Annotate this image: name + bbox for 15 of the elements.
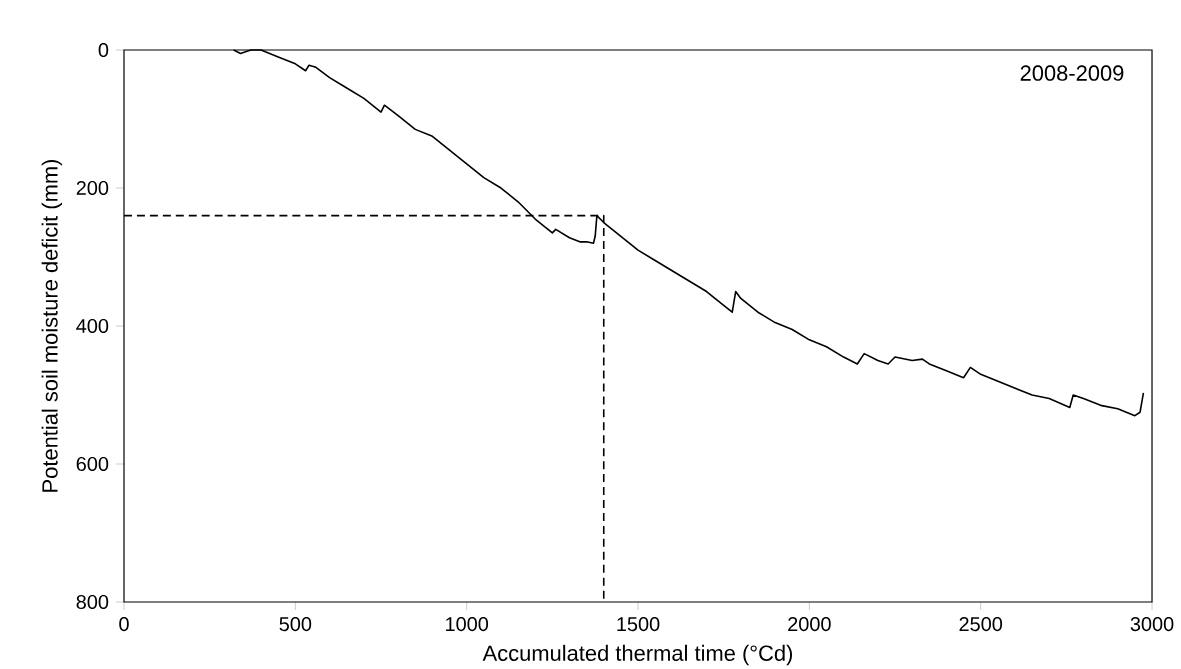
y-tick-label: 400 (76, 318, 109, 334)
x-tick-label: 3000 (1130, 617, 1174, 632)
x-axis-title: Accumulated thermal time (°Cd) (482, 644, 793, 666)
x-tick-label: 1000 (446, 617, 489, 632)
y-tick-label: 600 (76, 456, 109, 472)
x-tick-label: 1500 (617, 617, 660, 632)
y-axis-title: Potential soil moisture deficit (mm) (41, 159, 63, 492)
x-tick-label: 500 (279, 617, 312, 632)
annotation: 2008-2009 (1020, 65, 1124, 81)
y-tick-label: 800 (76, 594, 109, 610)
y-tick-label: 200 (76, 180, 109, 196)
x-tick-label: 0 (119, 617, 129, 632)
y-tick-label: 0 (98, 42, 109, 58)
x-tick-label: 2000 (788, 617, 831, 632)
x-tick-label: 2500 (959, 617, 1003, 632)
